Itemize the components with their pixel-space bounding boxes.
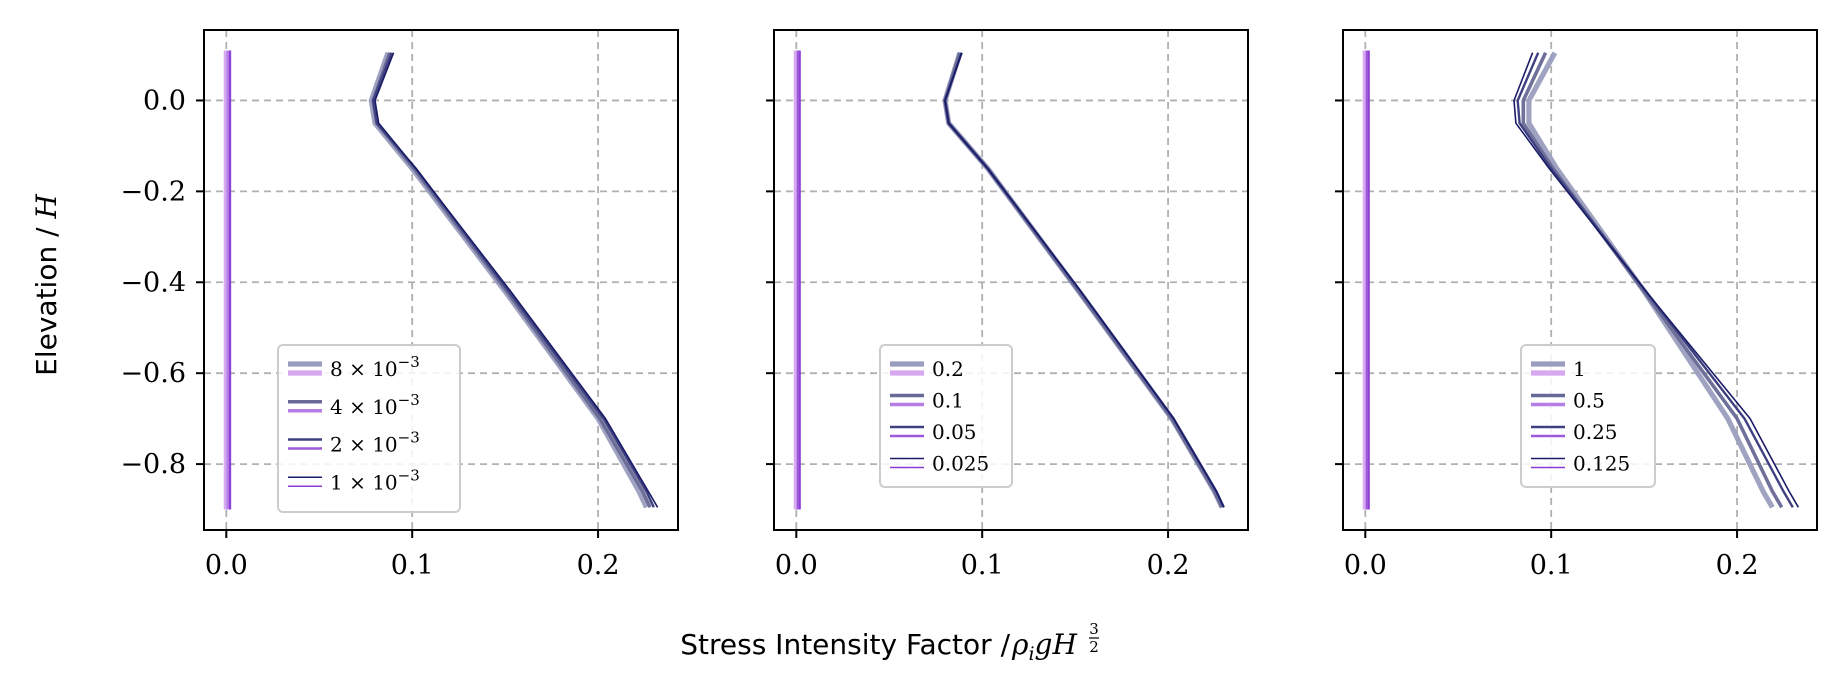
plot-frame: [203, 29, 679, 531]
legend-box: [1520, 344, 1656, 488]
chart-panel-1: 0.0 0.1 0.2 0.0 −0.2 −0.4 −0.6 −0.8 8 × 10−3 4 × …: [120, 29, 679, 581]
chart-panel-3: 0.0 0.1 0.2 1 0.5 0.25 0.125: [1335, 29, 1818, 581]
x-tick-label: 0.2: [1147, 550, 1190, 581]
y-tick-label: −0.6: [120, 358, 186, 389]
plot-frame: [773, 29, 1249, 531]
panels: 0.0 0.1 0.2 0.0 −0.2 −0.4 −0.6 −0.8 8 × 10−3 4 × …: [120, 29, 1818, 581]
legend-label: 0.125: [1573, 452, 1630, 476]
y-tick-label: −0.2: [120, 176, 186, 207]
legend-label: 0.025: [932, 452, 989, 476]
legend-label: 8 × 10−3: [330, 353, 420, 381]
legend-box: [277, 344, 461, 513]
x-axis-title: Stress Intensity Factor /: [680, 628, 1010, 661]
legend-box: [879, 344, 1013, 488]
x-tick-label: 0.2: [1716, 550, 1759, 581]
legend-label: 0.5: [1573, 389, 1605, 413]
svg-text:2: 2: [1089, 638, 1099, 656]
x-tick-label: 0.1: [1530, 550, 1573, 581]
svg-text:3: 3: [1089, 620, 1099, 638]
legend: 1 0.5 0.25 0.125: [1520, 344, 1656, 488]
legend-label: 2 × 10−3: [330, 429, 420, 457]
x-tick-label: 0.0: [205, 550, 248, 581]
x-tick-label: 0.1: [961, 550, 1004, 581]
x-tick-label: 0.0: [775, 550, 818, 581]
series-lines: [223, 50, 659, 510]
grid-lines: [1343, 30, 1817, 530]
series-line-dark-4: [944, 52, 1225, 508]
y-tick-label: −0.8: [120, 449, 186, 480]
series-line-dark-4: [374, 52, 659, 508]
chart-panel-2: 0.0 0.1 0.2 0.2 0.1 0.05 0.025: [766, 29, 1249, 581]
x-tick-label: 0.1: [391, 550, 434, 581]
series-lines: [793, 50, 1225, 510]
grid-lines: [774, 30, 1248, 530]
legend-label: 0.25: [1573, 420, 1618, 444]
legend: 8 × 10−3 4 × 10−3 2 × 10−3 1 × 10−3: [277, 344, 461, 513]
x-tick-label: 0.2: [577, 550, 620, 581]
legend-label: 0.05: [932, 420, 977, 444]
legend-label: 0.2: [932, 357, 964, 381]
y-axis-title: Elevation / H: [30, 194, 63, 376]
legend-label: 1: [1573, 357, 1586, 381]
legend-label: 4 × 10−3: [330, 391, 420, 419]
series-lines: [1362, 50, 1800, 510]
legend: 0.2 0.1 0.05 0.025: [879, 344, 1013, 488]
legend-label: 0.1: [932, 389, 964, 413]
svg-text:Elevation / H: Elevation / H: [30, 194, 63, 376]
y-tick-label: −0.4: [120, 267, 186, 298]
legend-label: 1 × 10−3: [330, 466, 420, 494]
plot-frame: [1342, 29, 1818, 531]
y-tick-label: 0.0: [143, 85, 186, 116]
series-line-dark-4: [1513, 52, 1800, 508]
x-tick-label: 0.0: [1344, 550, 1387, 581]
x-axis-title-exponent: 3 2: [1089, 620, 1099, 656]
x-axis-title-math: ρigH: [1011, 628, 1077, 665]
